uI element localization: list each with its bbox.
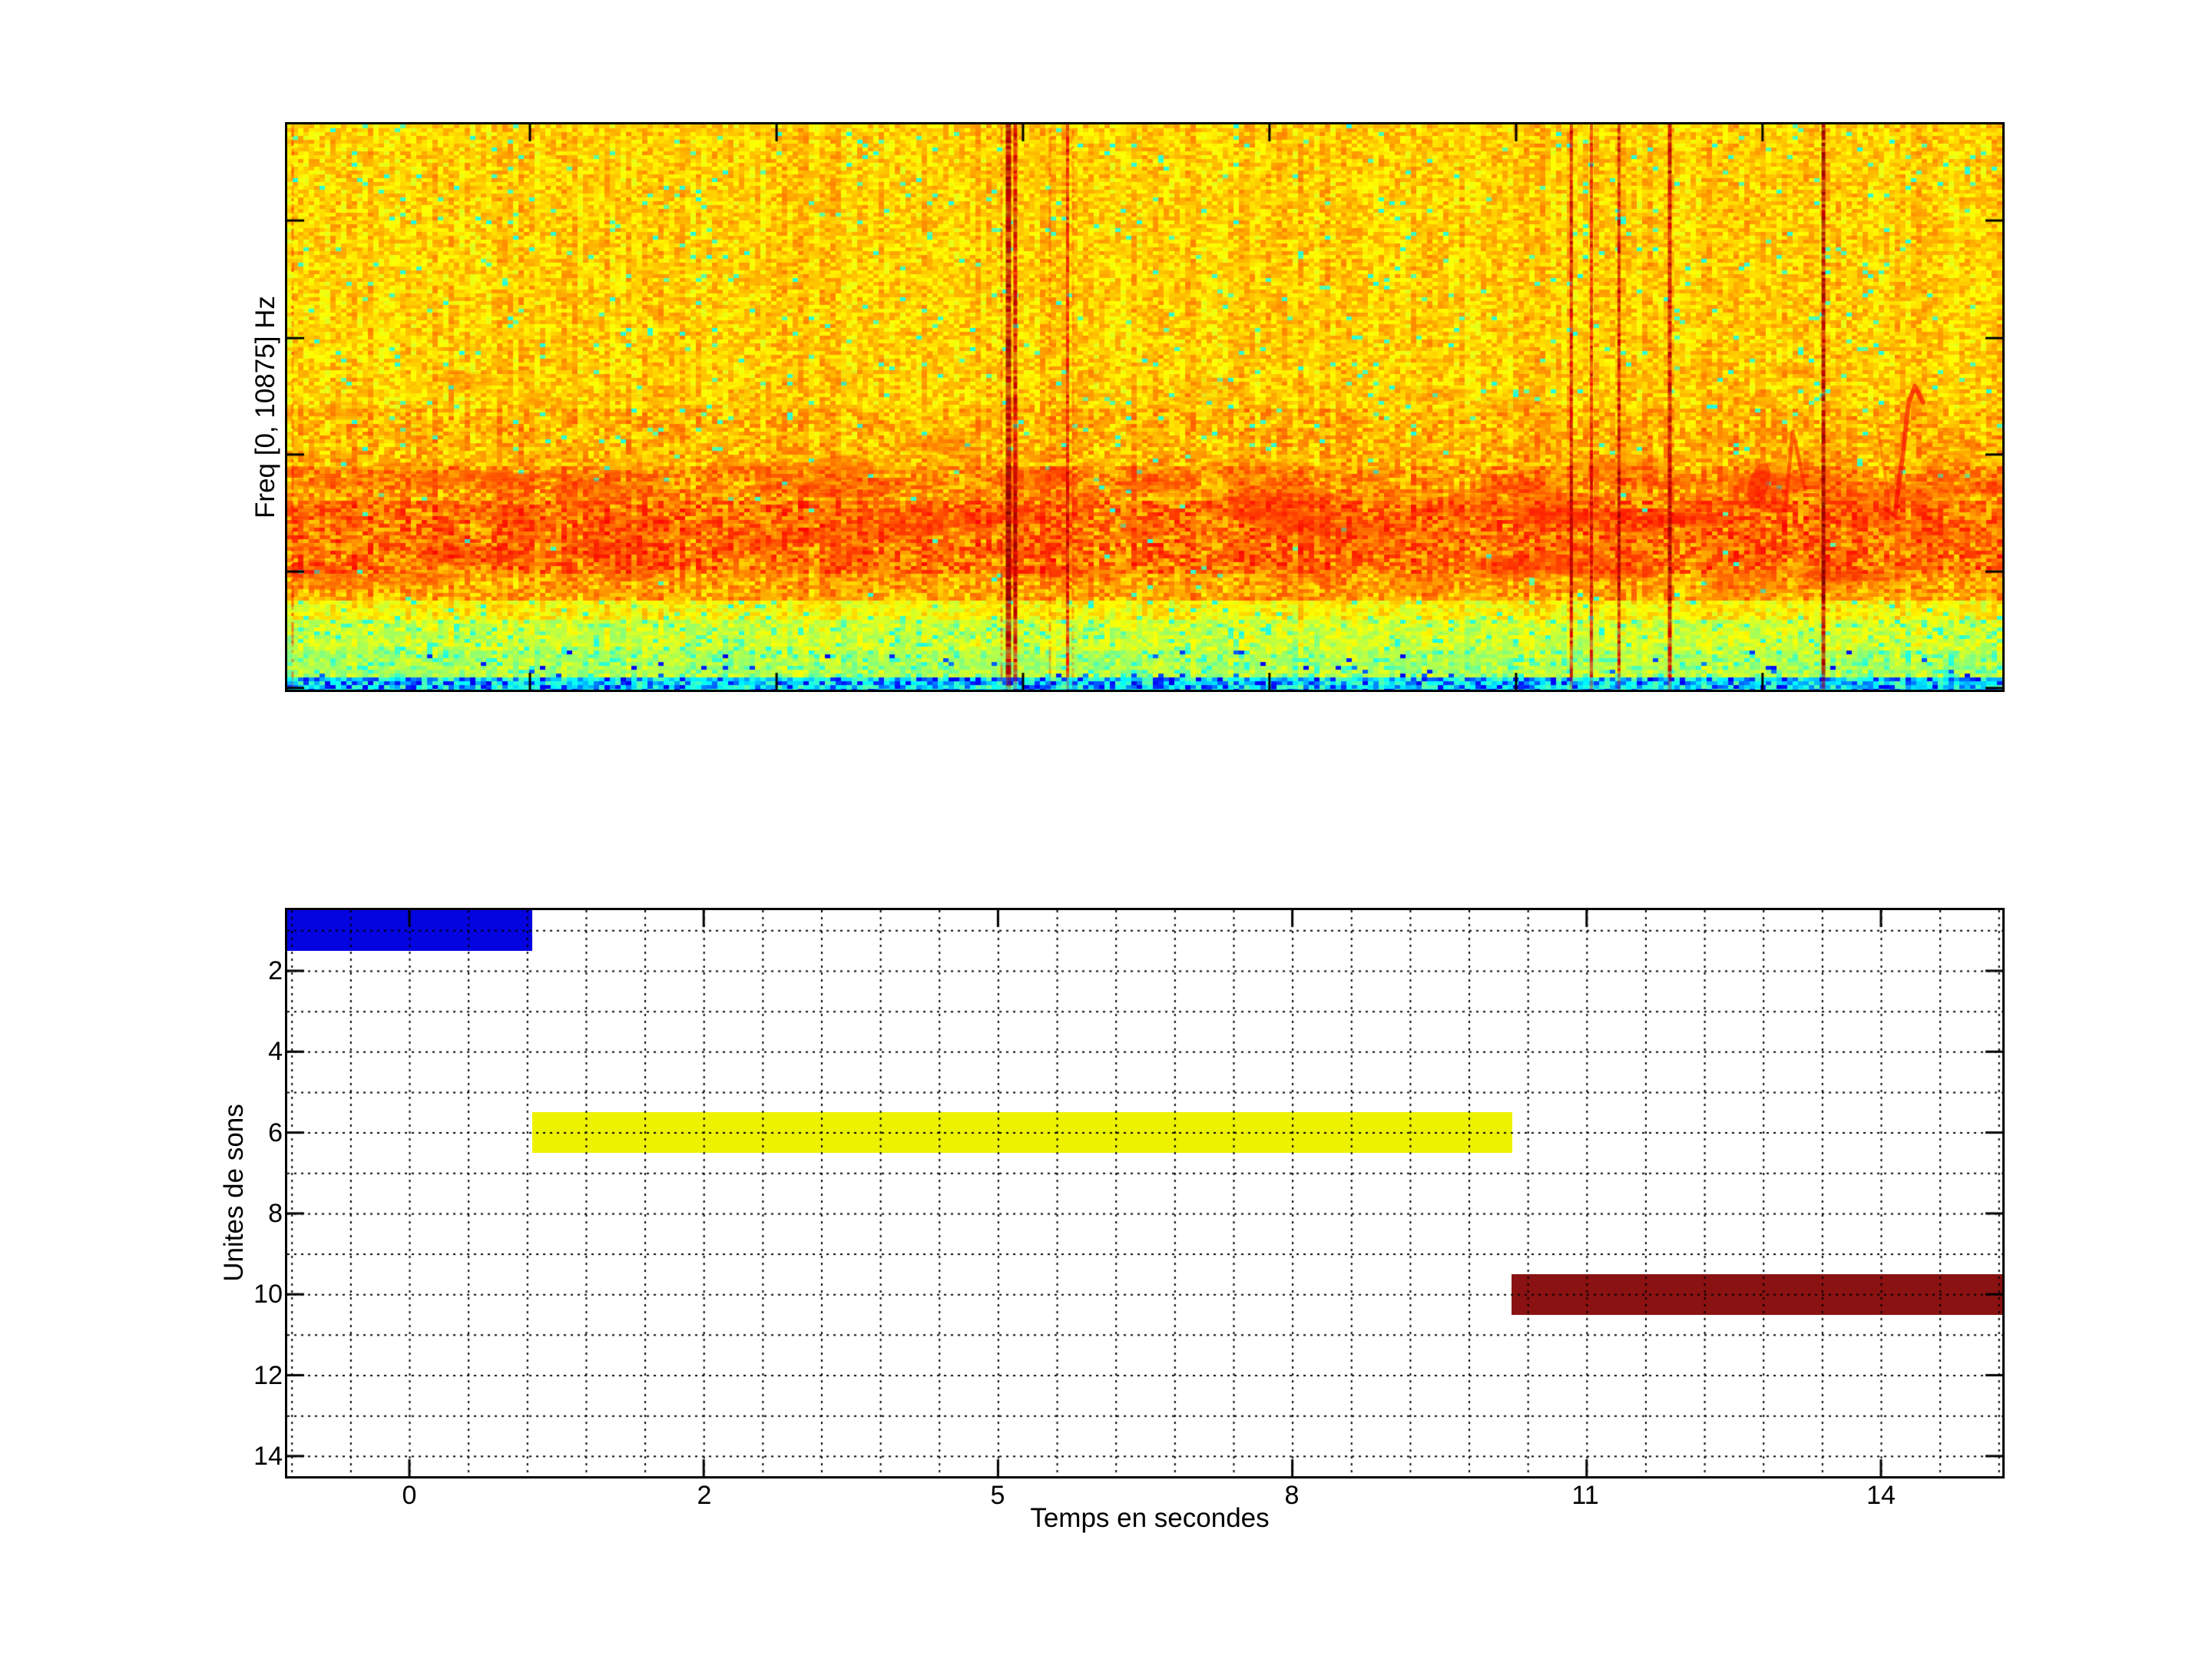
spectrogram-y-axis-label: Freq [0, 10875] Hz [250,296,280,518]
ytick-label-14: 14 [253,1442,283,1471]
spectrogram-plot [285,122,2005,692]
gantt-bar-unit6 [532,1112,1513,1153]
xtick-label-1: 2 [697,1481,712,1510]
timeline-grid [287,910,2002,1476]
xtick-label-0: 0 [402,1481,417,1510]
xtick-label-4: 11 [1571,1481,1599,1510]
gantt-bar-unit10 [1512,1273,2002,1315]
timeline-y-axis-label: Unites de sons [219,1104,249,1282]
ytick-label-6: 6 [268,1118,283,1147]
ytick-label-8: 8 [268,1199,283,1228]
ytick-label-10: 10 [253,1280,283,1309]
xtick-label-2: 5 [990,1481,1005,1510]
xtick-label-5: 14 [1866,1481,1896,1510]
ytick-label-12: 12 [253,1361,283,1390]
timeline-plot [285,908,2005,1479]
ytick-label-2: 2 [268,956,283,985]
timeline-x-axis-label: Temps en secondes [1030,1503,1270,1533]
gantt-bar-unit1 [287,910,533,951]
xtick-label-3: 8 [1284,1481,1300,1510]
spectrogram-image [287,124,2002,690]
ytick-label-4: 4 [268,1037,283,1066]
